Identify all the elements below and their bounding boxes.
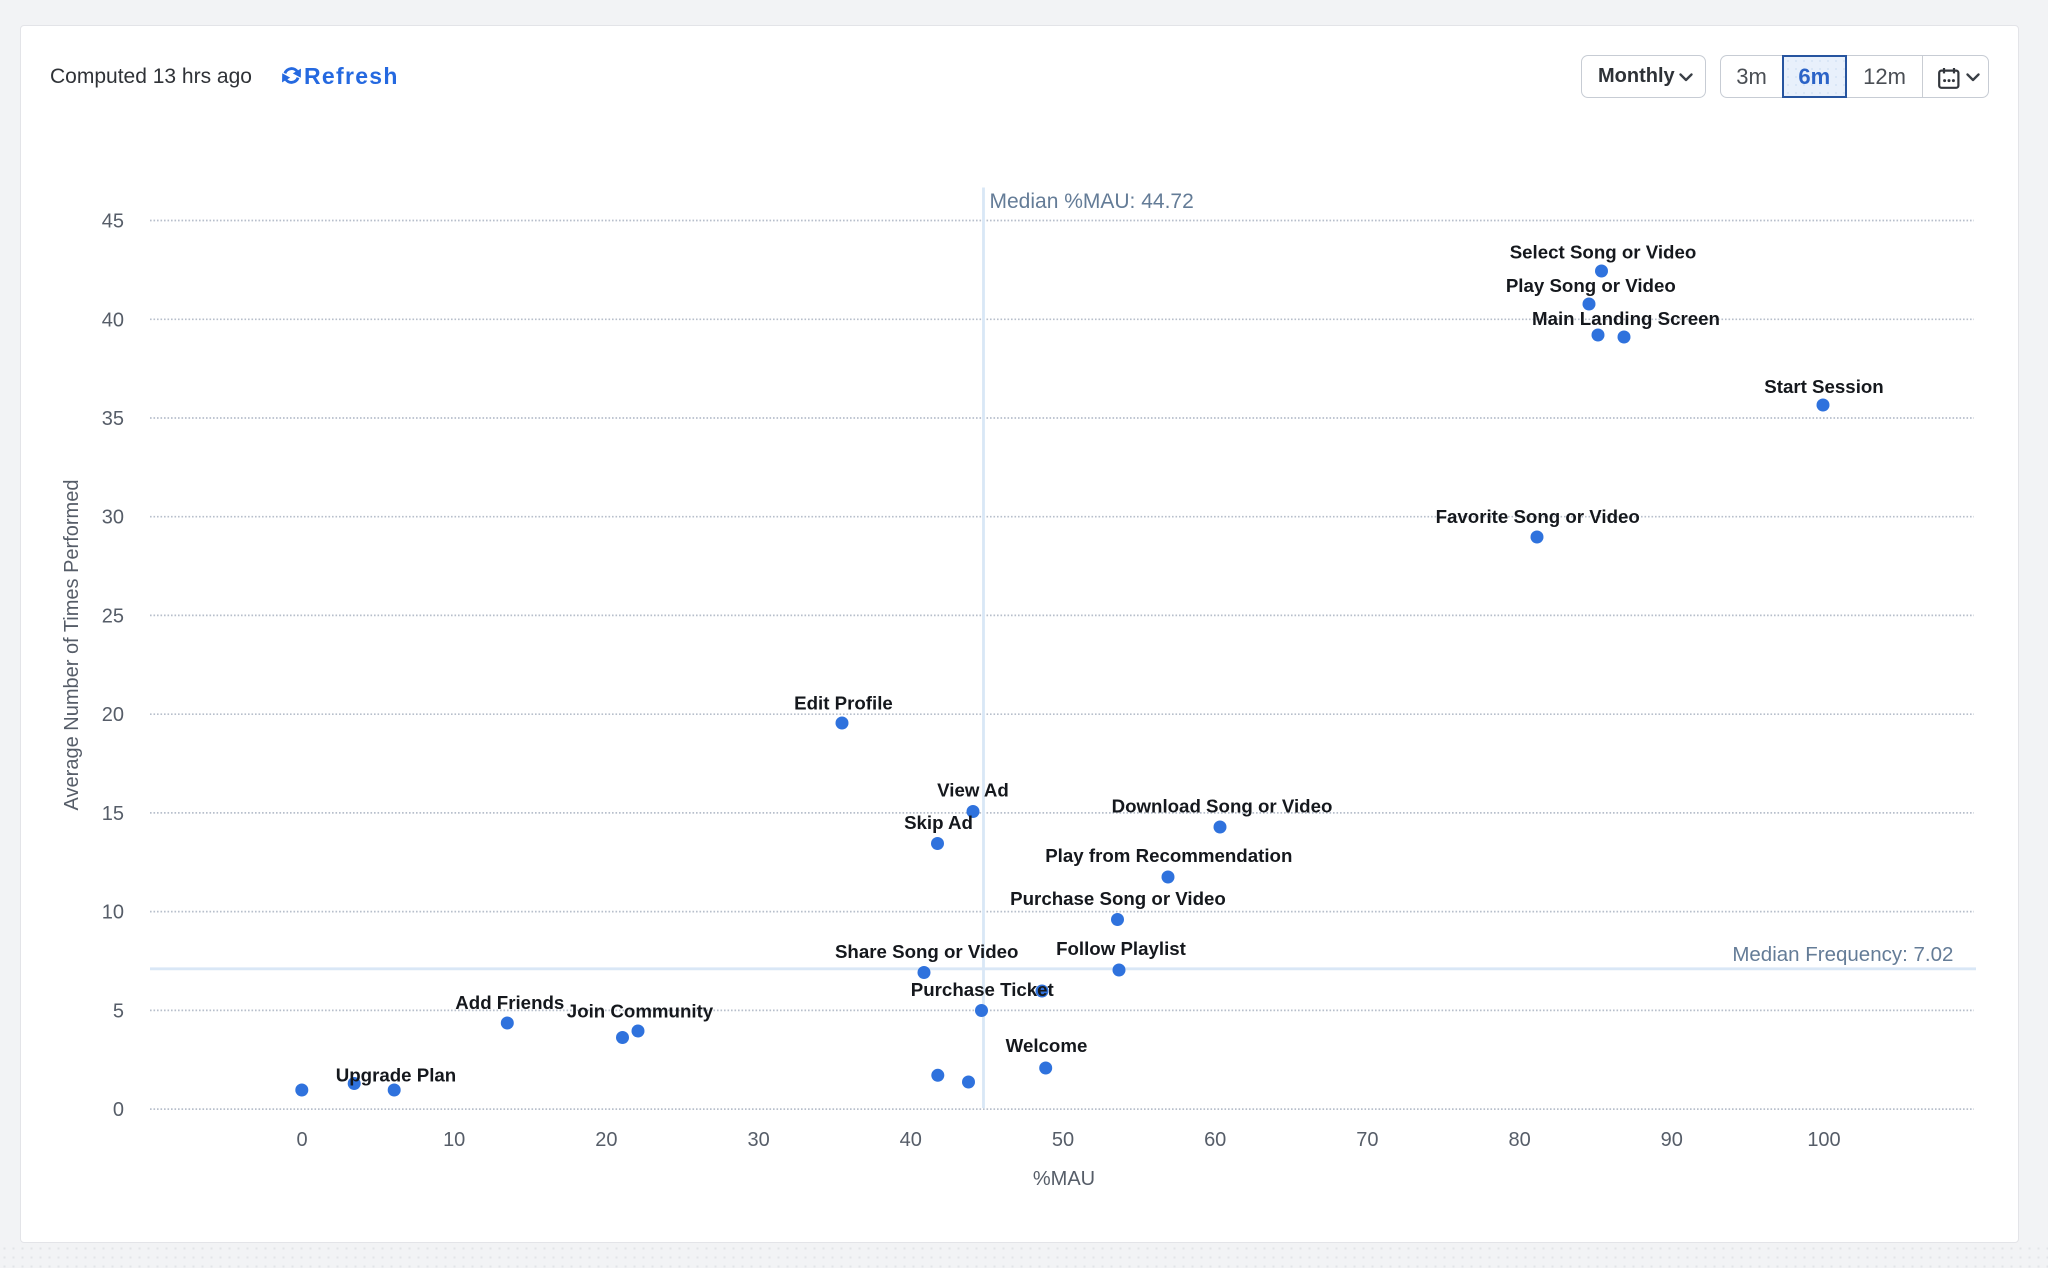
svg-text:Join Community: Join Community <box>567 1001 714 1022</box>
svg-text:Median Frequency: 7.02: Median Frequency: 7.02 <box>1732 943 1953 966</box>
svg-text:Main Landing Screen: Main Landing Screen <box>1532 308 1720 329</box>
svg-text:Select Song or Video: Select Song or Video <box>1510 242 1697 263</box>
svg-text:80: 80 <box>1508 1129 1530 1151</box>
svg-text:Edit Profile: Edit Profile <box>794 693 893 714</box>
svg-text:Add Friends: Add Friends <box>455 992 564 1013</box>
svg-text:40: 40 <box>900 1129 922 1151</box>
svg-text:90: 90 <box>1661 1129 1683 1151</box>
svg-text:Purchase Ticket: Purchase Ticket <box>911 979 1054 1000</box>
svg-text:%MAU: %MAU <box>1033 1168 1095 1190</box>
svg-text:30: 30 <box>747 1129 769 1151</box>
svg-text:Skip Ad: Skip Ad <box>904 812 973 833</box>
svg-text:Start Session: Start Session <box>1764 376 1883 397</box>
svg-text:50: 50 <box>1052 1129 1074 1151</box>
svg-text:70: 70 <box>1356 1129 1378 1151</box>
svg-text:15: 15 <box>102 803 124 825</box>
svg-text:60: 60 <box>1204 1129 1226 1151</box>
svg-text:Welcome: Welcome <box>1006 1035 1088 1056</box>
svg-text:10: 10 <box>443 1129 465 1151</box>
svg-text:Follow Playlist: Follow Playlist <box>1056 938 1186 959</box>
svg-text:10: 10 <box>102 902 124 924</box>
svg-text:0: 0 <box>113 1099 124 1121</box>
svg-text:40: 40 <box>102 309 124 331</box>
svg-text:45: 45 <box>102 211 124 233</box>
svg-text:View Ad: View Ad <box>937 780 1009 801</box>
svg-text:Favorite Song or Video: Favorite Song or Video <box>1436 506 1640 527</box>
svg-text:20: 20 <box>102 704 124 726</box>
svg-text:Median %MAU: 44.72: Median %MAU: 44.72 <box>990 190 1194 213</box>
svg-text:Average Number of Times Perfor: Average Number of Times Performed <box>61 480 83 811</box>
svg-text:Download Song or Video: Download Song or Video <box>1112 796 1333 817</box>
svg-text:Share Song or Video: Share Song or Video <box>835 941 1018 962</box>
svg-text:100: 100 <box>1807 1129 1840 1151</box>
svg-text:Upgrade Plan: Upgrade Plan <box>336 1065 456 1086</box>
svg-text:30: 30 <box>102 507 124 529</box>
svg-text:Purchase Song or Video: Purchase Song or Video <box>1010 888 1226 909</box>
svg-text:Play Song or Video: Play Song or Video <box>1506 275 1676 296</box>
svg-text:35: 35 <box>102 408 124 430</box>
svg-text:0: 0 <box>296 1129 307 1151</box>
svg-text:25: 25 <box>102 605 124 627</box>
svg-text:20: 20 <box>595 1129 617 1151</box>
svg-text:5: 5 <box>113 1000 124 1022</box>
svg-text:Play from Recommendation: Play from Recommendation <box>1045 845 1292 866</box>
